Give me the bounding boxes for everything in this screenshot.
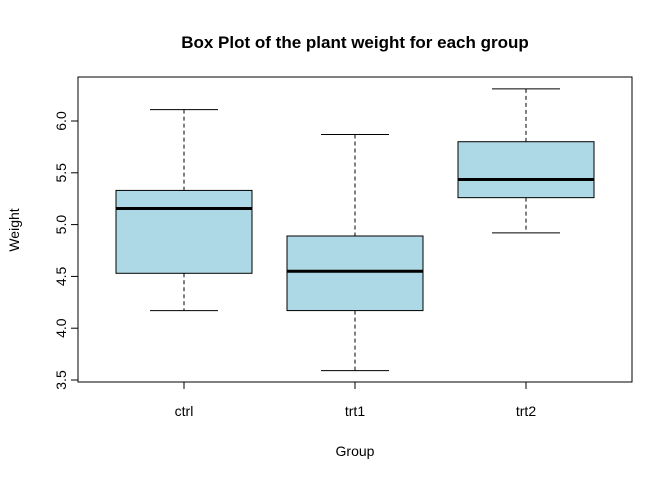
y-tick-label: 6.0: [53, 111, 69, 131]
x-tick-label: ctrl: [175, 403, 194, 419]
box-ctrl: [115, 109, 253, 312]
y-axis-label: Weight: [6, 208, 22, 251]
x-axis: ctrl trt1 trt2: [175, 381, 536, 419]
y-tick-label: 4.0: [53, 318, 69, 338]
x-axis-label: Group: [336, 443, 375, 459]
y-tick-label: 3.5: [53, 370, 69, 390]
chart-title: Box Plot of the plant weight for each gr…: [181, 33, 529, 52]
x-tick-label: trt2: [516, 403, 536, 419]
y-tick-label: 4.5: [53, 266, 69, 286]
box-rect: [286, 235, 424, 312]
y-tick-label: 5.5: [53, 163, 69, 183]
box-rect: [457, 141, 595, 199]
x-tick-label: trt1: [345, 403, 365, 419]
box-rect: [115, 189, 253, 274]
y-axis: 3.5 4.0 4.5 5.0 5.5 6.0: [53, 111, 79, 390]
box-trt2: [457, 88, 595, 234]
boxes: [115, 88, 595, 372]
box-trt1: [286, 133, 424, 372]
y-tick-label: 5.0: [53, 215, 69, 235]
